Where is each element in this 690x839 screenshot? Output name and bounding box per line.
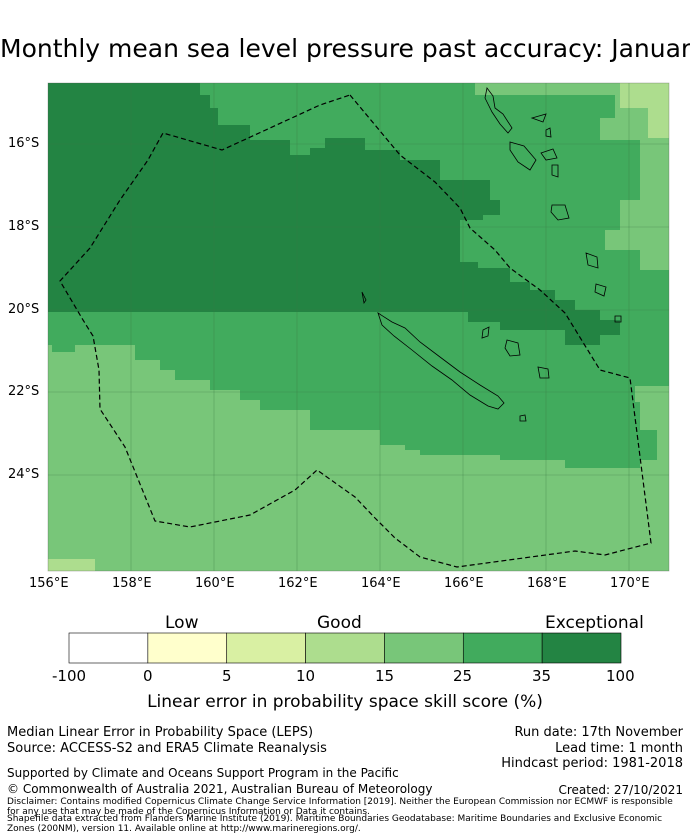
vanuatu-island xyxy=(530,113,547,123)
loyalty-island xyxy=(481,326,490,339)
created-date: Created: 27/10/2021 xyxy=(558,783,683,797)
vanuatu-island xyxy=(551,164,559,178)
copyright-text: © Commonwealth of Australia 2021, Austra… xyxy=(7,782,433,796)
lon-label: 158°E xyxy=(112,576,152,591)
lon-label: 162°E xyxy=(278,576,318,591)
colorbar-tick: 25 xyxy=(453,667,473,685)
vanuatu-island xyxy=(550,204,570,221)
vanuatu-island xyxy=(585,252,599,269)
lat-label: 20°S xyxy=(8,302,40,317)
colorbar xyxy=(68,632,622,664)
skill-map xyxy=(47,82,670,572)
skill-region-15 xyxy=(48,559,95,571)
hindcast-period: Hindcast period: 1981-2018 xyxy=(501,756,683,771)
colorbar-tick: 0 xyxy=(143,667,153,685)
lon-label: 164°E xyxy=(361,576,401,591)
skill-region-10b xyxy=(648,100,669,138)
loyalty-island xyxy=(537,366,550,379)
category-low: Low xyxy=(165,613,199,633)
islet xyxy=(361,291,367,305)
lat-label: 16°S xyxy=(8,136,40,151)
colorbar-swatch xyxy=(541,632,622,664)
vanuatu-island xyxy=(484,87,513,134)
run-date: Run date: 17th November xyxy=(514,725,683,740)
colorbar-tick: 10 xyxy=(296,667,316,685)
colorbar-tick: 100 xyxy=(606,667,635,685)
colorbar-title: Linear error in probability space skill … xyxy=(147,692,543,712)
colorbar-swatch xyxy=(305,632,385,664)
vanuatu-island xyxy=(540,148,558,161)
map-frame xyxy=(47,82,670,572)
lat-label: 24°S xyxy=(8,467,40,482)
lon-label: 168°E xyxy=(527,576,567,591)
colorbar-swatch xyxy=(226,632,306,664)
new-caledonia-island xyxy=(377,312,505,410)
disclaimer-text: Disclaimer: Contains modified Copernicus… xyxy=(7,797,673,817)
lat-label: 22°S xyxy=(8,384,40,399)
lat-label: 18°S xyxy=(8,219,40,234)
chart-title: Monthly mean sea level pressure past acc… xyxy=(0,34,690,63)
loyalty-island xyxy=(504,339,521,357)
vanuatu-island xyxy=(545,127,552,138)
metric-text: Median Linear Error in Probability Space… xyxy=(7,725,314,740)
colorbar-tick: 35 xyxy=(532,667,552,685)
colorbar-swatch xyxy=(68,632,149,664)
colorbar-swatch xyxy=(147,632,228,664)
isle-of-pines xyxy=(519,414,527,422)
lon-label: 160°E xyxy=(195,576,235,591)
colorbar-tick: 5 xyxy=(222,667,232,685)
vanuatu-island xyxy=(594,283,607,297)
shapefile-credit: Shapefile data extracted from Flanders M… xyxy=(7,814,663,834)
lon-label: 156°E xyxy=(29,576,69,591)
support-text: Supported by Climate and Oceans Support … xyxy=(7,766,399,780)
colorbar-swatch xyxy=(462,632,543,664)
category-good: Good xyxy=(317,613,362,633)
lon-label: 166°E xyxy=(444,576,484,591)
vanuatu-island xyxy=(509,141,537,171)
vanuatu-island xyxy=(614,315,622,323)
lead-time: Lead time: 1 month xyxy=(555,741,683,756)
source-text: Source: ACCESS-S2 and ERA5 Climate Reana… xyxy=(7,741,327,756)
lon-label: 170°E xyxy=(610,576,650,591)
eez-boundary xyxy=(59,94,652,568)
colorbar-tick: 15 xyxy=(375,667,395,685)
colorbar-swatch xyxy=(384,632,464,664)
category-exceptional: Exceptional xyxy=(545,613,644,633)
colorbar-tick: -100 xyxy=(52,667,87,685)
skill-region-100 xyxy=(48,83,620,345)
